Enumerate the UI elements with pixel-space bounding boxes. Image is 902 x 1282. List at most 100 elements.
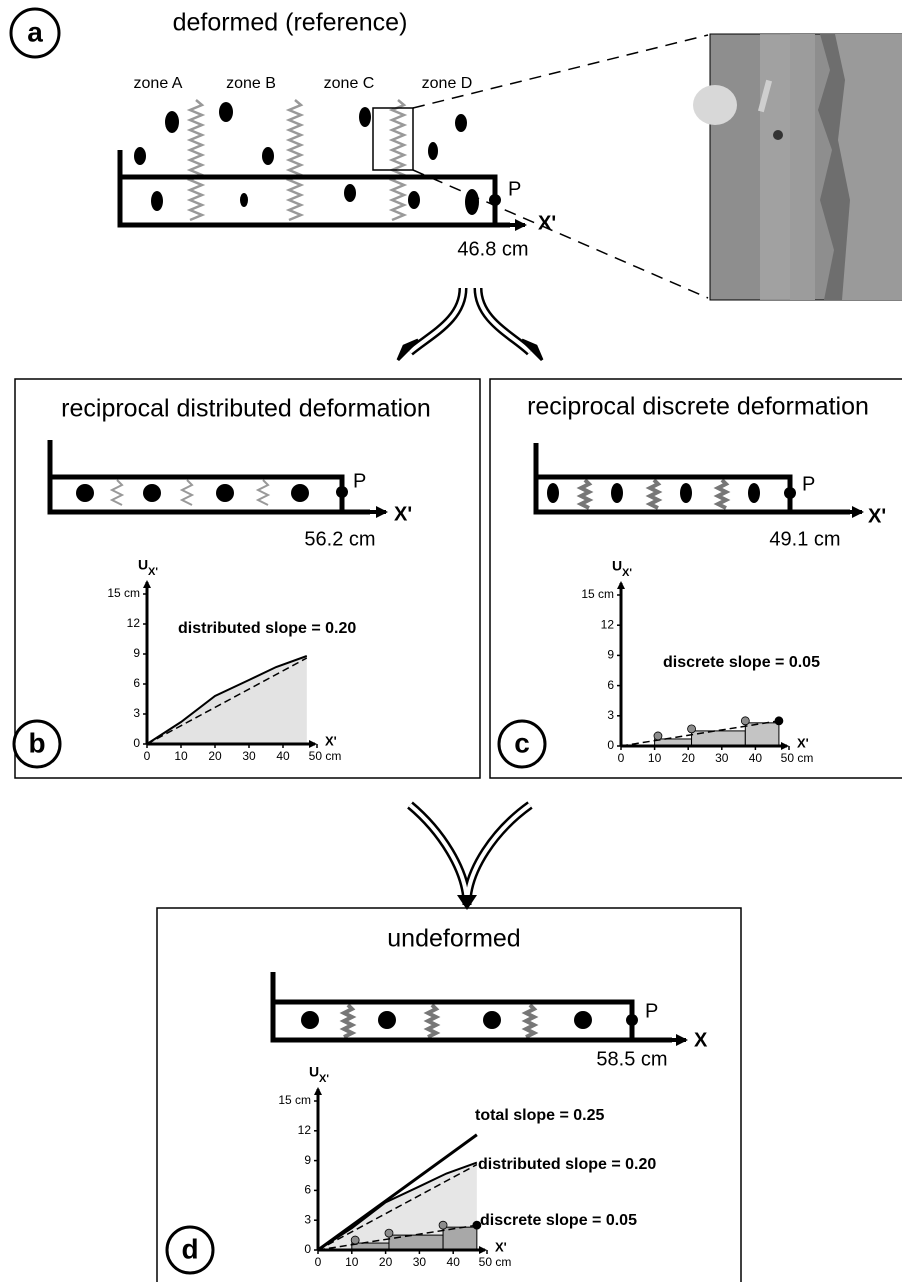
length-label: 56.2 cm [304,528,375,550]
axis-label: X' [868,505,886,527]
point [351,1236,359,1244]
y-axis-label: U [612,558,622,574]
panel-d: undeformed P X 58.5 cm 0 3 6 9 12 15 cm 0 10 20 3… [157,908,741,1282]
shear-zone [258,480,268,505]
frame [50,440,370,512]
y-tick-label: 15 cm [107,586,140,600]
markers [76,484,309,502]
length-label: 46.8 cm [457,238,528,260]
annotation: total slope = 0.25 [475,1107,604,1124]
annotation: distributed slope = 0.20 [478,1156,656,1173]
point [336,486,348,498]
annotation: discrete slope = 0.05 [480,1212,637,1229]
x-axis-label: X' [325,733,337,748]
zoom-line [413,170,708,298]
x-tick-label: 0 [144,749,151,763]
x-tick-label: 0 [315,1255,322,1269]
zone-label: zone D [422,75,473,92]
y-tick-label: 3 [133,706,140,720]
bar [443,1227,477,1250]
y-tick-label: 6 [133,676,140,690]
panel-label: a [27,16,43,47]
y-tick-label: 9 [304,1153,311,1167]
panel-label: c [514,727,530,758]
shear-zone [718,480,726,508]
y-tick-label: 3 [607,708,614,722]
panel-c: reciprocal discrete deformation P X' 49.… [490,379,902,778]
y-tick-label: 12 [298,1123,312,1137]
panel-label: d [181,1233,198,1264]
point [439,1221,447,1229]
shear-zone [190,100,202,220]
y-axis-label-sub: X' [319,1073,329,1085]
panel-label: b [28,727,45,758]
x-tick-label: 20 [682,751,696,765]
axis-label: X' [538,212,556,234]
markers [134,102,479,215]
x-tick-label: 40 [749,751,763,765]
photo [693,34,902,300]
x-axis-label: X' [495,1239,507,1254]
x-tick-label: 0 [618,751,625,765]
x-tick-label: 10 [648,751,662,765]
shear-zone [344,1005,352,1037]
y-axis-label: U [138,557,148,573]
axis-label: X [694,1029,708,1051]
point [688,725,696,733]
zone-label: zone A [134,75,183,92]
point-label: P [645,1000,658,1022]
y-tick-label: 0 [607,738,614,752]
panel-title: reciprocal distributed deformation [61,395,431,423]
shear-zones [112,480,268,505]
point [775,717,783,725]
y-tick-label: 9 [607,648,614,662]
y-tick-label: 6 [304,1183,311,1197]
panel-title: deformed (reference) [173,9,408,37]
bar [745,723,779,746]
panel-a: a deformed (reference) zone A zone B zon… [11,9,902,300]
panel-title: reciprocal discrete deformation [527,393,869,421]
x-tick-label: 10 [345,1255,359,1269]
y-tick-label: 15 cm [278,1093,311,1107]
panel-title: undeformed [387,925,520,953]
length-label: 58.5 cm [596,1048,667,1070]
shear-zones [344,1005,534,1037]
shear-zone [581,480,589,508]
point [784,487,796,499]
y-tick-label: 9 [133,646,140,660]
x-tick-label: 20 [379,1255,393,1269]
x-axis-label: X' [797,735,809,750]
panel-frame [490,379,902,778]
shear-zone [650,480,658,508]
x-tick-label: 50 cm [309,749,342,763]
x-tick-label: 50 cm [479,1255,512,1269]
axis-label: X' [394,503,412,525]
x-tick-label: 30 [413,1255,427,1269]
x-tick-label: 30 [242,749,256,763]
point-label: P [802,473,815,495]
y-axis-label-sub: X' [148,566,158,578]
frame [273,972,672,1040]
annotation: distributed slope = 0.20 [178,620,356,637]
x-tick-label: 40 [276,749,290,763]
annotation: discrete slope = 0.05 [663,654,820,671]
y-tick-label: 15 cm [581,587,614,601]
figure: a deformed (reference) zone A zone B zon… [0,0,902,1282]
shear-zone [112,480,122,505]
shear-zone [392,100,404,220]
y-tick-label: 3 [304,1212,311,1226]
shear-zone [428,1005,436,1037]
point-label: P [508,178,521,200]
point [741,717,749,725]
shear-zone [289,100,301,220]
flow-arrows [398,288,542,910]
x-tick-label: 40 [447,1255,461,1269]
y-tick-label: 0 [304,1242,311,1256]
y-tick-label: 12 [601,617,615,631]
y-axis-label: U [309,1064,319,1080]
zoom-line [413,35,708,108]
x-tick-label: 20 [208,749,222,763]
y-tick-label: 6 [607,678,614,692]
x-tick-label: 30 [715,751,729,765]
